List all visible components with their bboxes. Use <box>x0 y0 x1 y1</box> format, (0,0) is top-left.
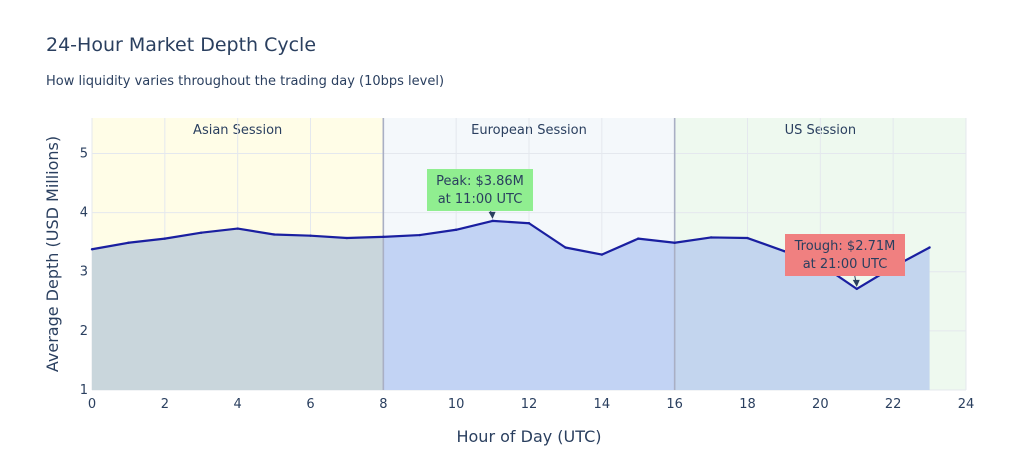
data-point <box>600 253 604 256</box>
y-tick-label: 2 <box>80 324 88 339</box>
x-tick-label: 20 <box>812 397 829 412</box>
annotation-text: at 21:00 UTC <box>803 257 888 272</box>
y-tick-label: 5 <box>80 146 88 161</box>
x-tick-label: 2 <box>161 397 169 412</box>
data-point <box>163 237 167 240</box>
data-point <box>564 246 567 249</box>
data-point <box>637 237 640 240</box>
annotation-box <box>427 169 533 211</box>
data-point <box>855 287 858 291</box>
y-tick-label: 1 <box>80 383 88 398</box>
x-tick-label: 4 <box>234 397 242 412</box>
area-fill <box>383 220 675 390</box>
chart-subtitle: How liquidity varies throughout the trad… <box>46 74 445 89</box>
x-tick-label: 14 <box>594 397 611 412</box>
x-tick-label: 16 <box>666 397 683 412</box>
data-point <box>382 235 385 239</box>
x-tick-label: 8 <box>379 397 387 412</box>
y-tick-label: 3 <box>80 265 88 280</box>
data-point <box>309 234 312 237</box>
data-point <box>673 241 676 244</box>
annotation-text: Trough: $2.71M <box>794 239 896 254</box>
data-point <box>454 228 458 231</box>
y-tick-label: 4 <box>80 206 88 221</box>
data-point <box>272 233 276 236</box>
data-point <box>928 246 931 249</box>
x-tick-label: 24 <box>958 397 975 412</box>
x-tick-label: 12 <box>521 397 538 412</box>
data-point <box>418 233 421 237</box>
annotation-text: at 11:00 UTC <box>438 192 523 207</box>
data-point <box>127 241 130 244</box>
area-fill <box>92 228 384 390</box>
x-tick-label: 6 <box>306 397 314 412</box>
data-point <box>236 227 239 230</box>
x-tick-label: 0 <box>88 397 96 412</box>
data-point <box>709 236 713 239</box>
y-axis-title: Average Depth (USD Millions) <box>43 136 62 372</box>
x-tick-label: 10 <box>448 397 465 412</box>
data-point <box>746 236 749 240</box>
annotation-text: Peak: $3.86M <box>436 174 524 189</box>
data-point <box>527 222 531 225</box>
data-point <box>200 231 203 234</box>
data-point <box>345 236 349 240</box>
annotation-box <box>785 234 905 276</box>
annotation-arrowhead <box>852 279 860 287</box>
annotation-arrowhead <box>488 211 496 219</box>
data-point <box>90 248 94 251</box>
chart-title: 24-Hour Market Depth Cycle <box>46 34 317 56</box>
data-point <box>782 249 786 253</box>
data-point <box>491 219 494 223</box>
area-fill <box>674 237 930 390</box>
x-tick-label: 18 <box>739 397 756 412</box>
x-tick-label: 22 <box>885 397 902 412</box>
x-axis-title: Hour of Day (UTC) <box>456 427 601 446</box>
